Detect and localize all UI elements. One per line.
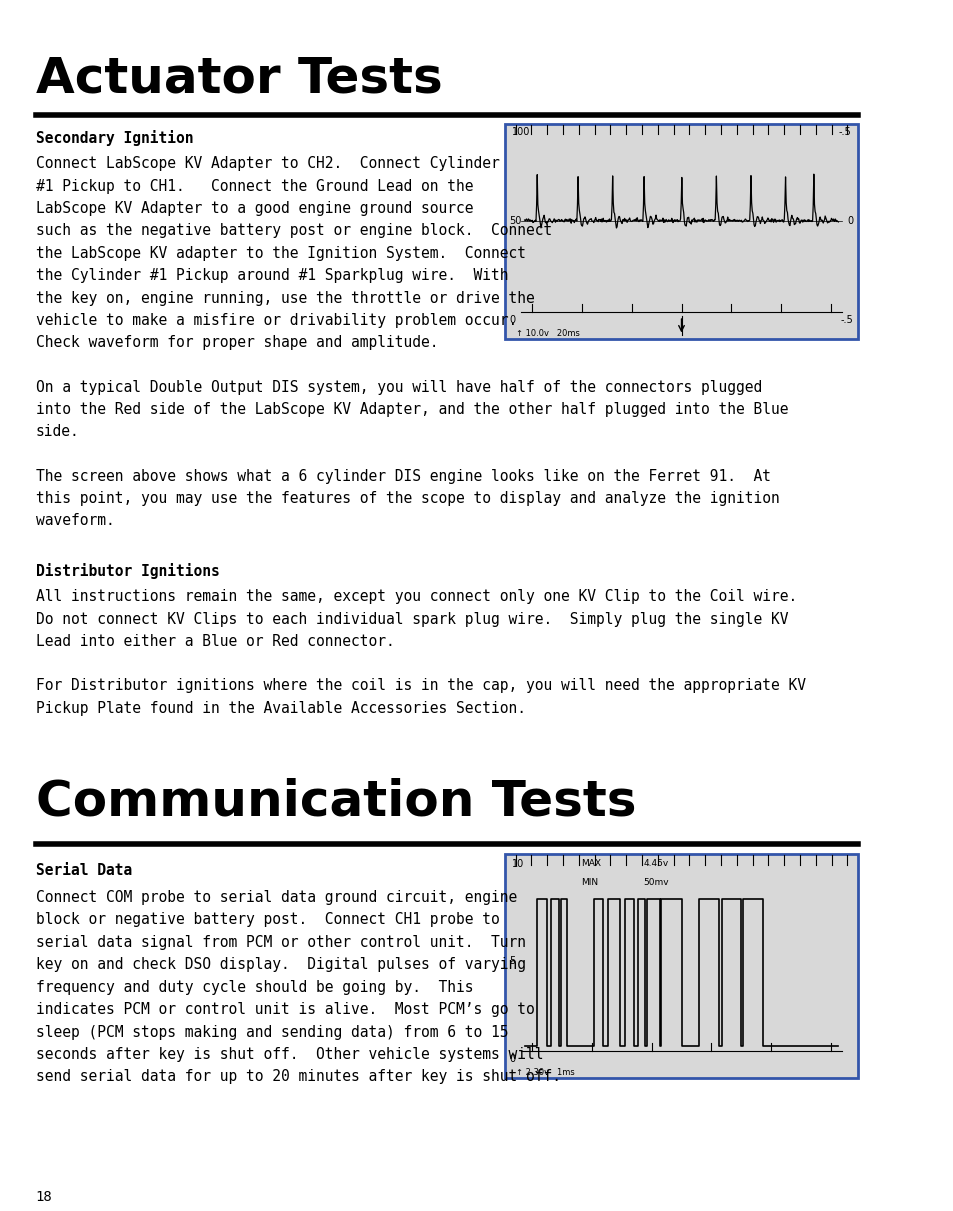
Text: 50: 50 — [509, 216, 521, 225]
Text: the key on, engine running, use the throttle or drive the: the key on, engine running, use the thro… — [35, 291, 534, 305]
Bar — [504, 124, 857, 339]
Text: ↑ 10.0v   20ms: ↑ 10.0v 20ms — [516, 329, 579, 338]
Text: The screen above shows what a 6 cylinder DIS engine looks like on the Ferret 91.: The screen above shows what a 6 cylinder… — [35, 469, 770, 483]
Text: Distributor Ignitions: Distributor Ignitions — [35, 562, 219, 579]
Text: block or negative battery post.  Connect CH1 probe to: block or negative battery post. Connect … — [35, 913, 499, 928]
Text: 5: 5 — [509, 957, 516, 966]
Text: 10: 10 — [512, 859, 524, 868]
Text: 50mv: 50mv — [643, 878, 668, 886]
Text: Pickup Plate found in the Available Accessories Section.: Pickup Plate found in the Available Acce… — [35, 700, 525, 716]
Text: On a typical Double Output DIS system, you will have half of the connectors plug: On a typical Double Output DIS system, y… — [35, 380, 761, 395]
Text: For Distributor ignitions where the coil is in the cap, you will need the approp: For Distributor ignitions where the coil… — [35, 678, 805, 693]
Text: waveform.: waveform. — [35, 513, 114, 528]
Text: the Cylinder #1 Pickup around #1 Sparkplug wire.  With: the Cylinder #1 Pickup around #1 Sparkpl… — [35, 269, 508, 283]
Text: Lead into either a Blue or Red connector.: Lead into either a Blue or Red connector… — [35, 635, 395, 649]
Text: Actuator Tests: Actuator Tests — [35, 54, 442, 103]
Text: send serial data for up to 20 minutes after key is shut off.: send serial data for up to 20 minutes af… — [35, 1069, 560, 1084]
Text: Connect LabScope KV Adapter to CH2.  Connect Cylinder: Connect LabScope KV Adapter to CH2. Conn… — [35, 156, 499, 171]
Text: sleep (PCM stops making and sending data) from 6 to 15: sleep (PCM stops making and sending data… — [35, 1025, 508, 1039]
Text: 0: 0 — [509, 1054, 515, 1063]
Text: this point, you may use the features of the scope to display and analyze the ign: this point, you may use the features of … — [35, 492, 779, 506]
Text: -.5: -.5 — [838, 127, 850, 137]
Text: seconds after key is shut off.  Other vehicle systems will: seconds after key is shut off. Other veh… — [35, 1046, 542, 1062]
Text: key on and check DSO display.  Digital pulses of varying: key on and check DSO display. Digital pu… — [35, 957, 525, 972]
Text: Check waveform for proper shape and amplitude.: Check waveform for proper shape and ampl… — [35, 335, 437, 350]
Text: 100: 100 — [512, 127, 530, 137]
Text: #1 Pickup to CH1.   Connect the Ground Lead on the: #1 Pickup to CH1. Connect the Ground Lea… — [35, 178, 473, 194]
Text: Communication Tests: Communication Tests — [35, 777, 636, 826]
Text: serial data signal from PCM or other control unit.  Turn: serial data signal from PCM or other con… — [35, 935, 525, 949]
Text: All instructions remain the same, except you connect only one KV Clip to the Coi: All instructions remain the same, except… — [35, 590, 796, 604]
Text: into the Red side of the LabScope KV Adapter, and the other half plugged into th: into the Red side of the LabScope KV Ada… — [35, 402, 787, 417]
Text: Connect COM probe to serial data ground circuit, engine: Connect COM probe to serial data ground … — [35, 890, 517, 905]
Text: 0: 0 — [509, 315, 515, 325]
Text: MIN: MIN — [580, 878, 598, 886]
Text: 4.45v: 4.45v — [643, 859, 668, 867]
Text: -.5: -.5 — [840, 315, 853, 325]
Text: MAX: MAX — [580, 859, 600, 867]
Text: the LabScope KV adapter to the Ignition System.  Connect: the LabScope KV adapter to the Ignition … — [35, 246, 525, 260]
Text: Do not connect KV Clips to each individual spark plug wire.  Simply plug the sin: Do not connect KV Clips to each individu… — [35, 612, 787, 626]
Text: indicates PCM or control unit is alive.  Most PCM’s go to: indicates PCM or control unit is alive. … — [35, 1003, 534, 1017]
Text: frequency and duty cycle should be going by.  This: frequency and duty cycle should be going… — [35, 980, 473, 994]
Text: side.: side. — [35, 425, 79, 440]
Text: 0: 0 — [846, 216, 853, 225]
Text: LabScope KV Adapter to a good engine ground source: LabScope KV Adapter to a good engine gro… — [35, 201, 473, 216]
Text: 18: 18 — [35, 1189, 52, 1204]
Text: ↑ 2.30v   1ms: ↑ 2.30v 1ms — [516, 1068, 574, 1077]
Bar — [504, 854, 857, 1078]
Text: such as the negative battery post or engine block.  Connect: such as the negative battery post or eng… — [35, 223, 552, 239]
Text: Secondary Ignition: Secondary Ignition — [35, 130, 193, 145]
Text: Serial Data: Serial Data — [35, 863, 132, 878]
Text: vehicle to make a misfire or drivability problem occur.: vehicle to make a misfire or drivability… — [35, 314, 517, 328]
